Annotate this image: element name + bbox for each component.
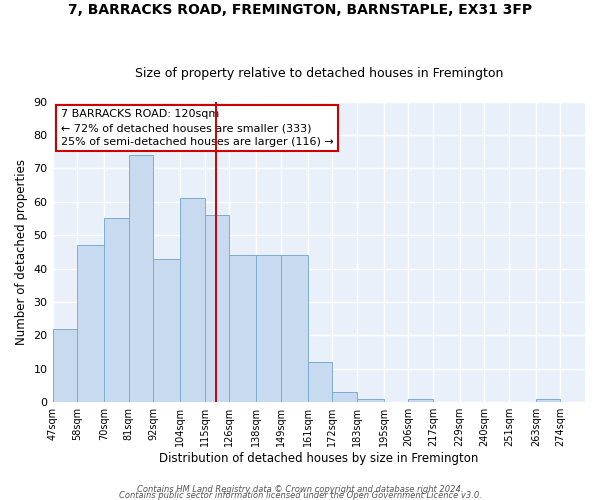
Text: 7, BARRACKS ROAD, FREMINGTON, BARNSTAPLE, EX31 3FP: 7, BARRACKS ROAD, FREMINGTON, BARNSTAPLE… xyxy=(68,2,532,16)
Bar xyxy=(180,198,205,402)
Title: Size of property relative to detached houses in Fremington: Size of property relative to detached ho… xyxy=(134,66,503,80)
Bar xyxy=(53,328,77,402)
Text: Contains public sector information licensed under the Open Government Licence v3: Contains public sector information licen… xyxy=(119,490,481,500)
Text: Contains HM Land Registry data © Crown copyright and database right 2024.: Contains HM Land Registry data © Crown c… xyxy=(137,485,463,494)
Bar xyxy=(408,399,433,402)
Text: 7 BARRACKS ROAD: 120sqm
← 72% of detached houses are smaller (333)
25% of semi-d: 7 BARRACKS ROAD: 120sqm ← 72% of detache… xyxy=(61,109,333,147)
Bar xyxy=(128,155,153,402)
Y-axis label: Number of detached properties: Number of detached properties xyxy=(15,159,28,345)
Bar xyxy=(308,362,332,402)
Bar xyxy=(256,255,281,402)
Bar xyxy=(104,218,128,402)
Bar xyxy=(153,258,180,402)
X-axis label: Distribution of detached houses by size in Fremington: Distribution of detached houses by size … xyxy=(159,452,478,465)
Bar xyxy=(205,215,229,402)
Bar xyxy=(229,255,256,402)
Bar xyxy=(332,392,357,402)
Bar xyxy=(536,399,560,402)
Bar xyxy=(281,255,308,402)
Bar xyxy=(77,245,104,402)
Bar xyxy=(357,399,383,402)
